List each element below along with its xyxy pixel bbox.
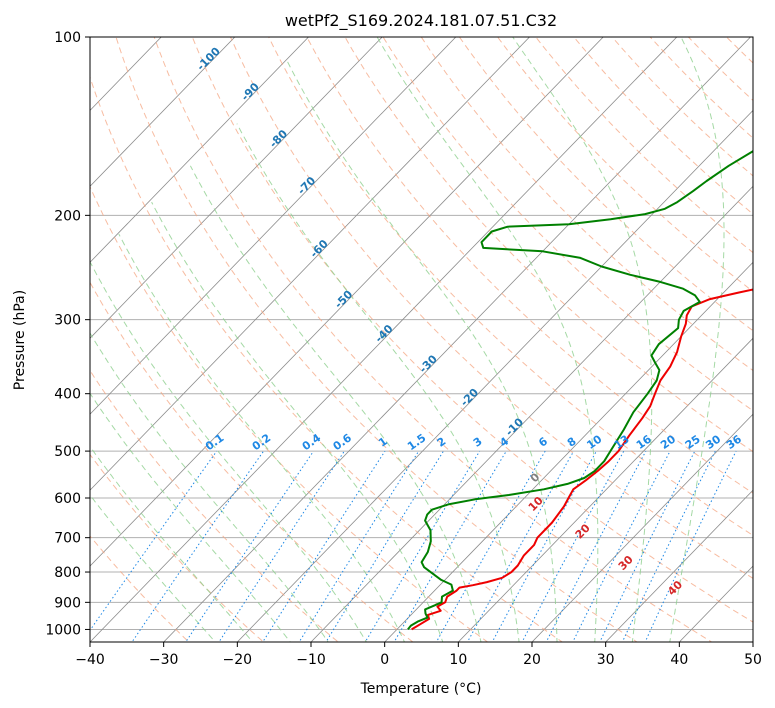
dry-adiabat-line	[229, 37, 753, 579]
y-tick-label: 700	[54, 531, 81, 547]
isotherm-line	[90, 37, 531, 491]
moist-adiabat-line	[90, 262, 367, 642]
moist-adiabat-line	[90, 332, 329, 642]
dry-adiabat-line	[382, 37, 753, 412]
moist-adiabat-line	[189, 165, 482, 642]
isotherm-line	[384, 261, 753, 642]
mixing-ratio-line	[131, 450, 265, 642]
dry-adiabat-line	[90, 535, 190, 642]
mixing-ratio-line	[491, 450, 597, 642]
mixing-ratio-line	[298, 450, 420, 642]
x-tick-label: 40	[670, 652, 688, 668]
y-tick-label: 800	[54, 565, 81, 581]
dry-adiabat-line	[90, 185, 489, 642]
moist-adiabat-line	[376, 37, 599, 642]
axis-ticks: −40 −30 −20 −10 0 10 20 30 40 50 100 200 300 400 500 60…	[45, 30, 762, 668]
y-tick-label: 200	[54, 208, 81, 224]
mixing-ratio-line	[435, 450, 546, 642]
plot-background	[90, 37, 753, 642]
moist-adiabat-line	[286, 61, 558, 642]
mixing-ratio-line	[90, 450, 218, 632]
mixing-ratio-line	[364, 450, 481, 642]
isotherm-line	[457, 337, 753, 642]
x-tick-label: 30	[597, 652, 615, 668]
isotherm-line	[90, 37, 236, 187]
isotherm-line	[90, 37, 604, 567]
isotherm-line	[90, 37, 457, 415]
temperature-profile-line	[411, 288, 753, 631]
mixing-ratio-line	[466, 450, 575, 642]
isotherm-line	[531, 413, 753, 642]
mixing-ratio-line	[621, 450, 716, 642]
moist-adiabat-line	[90, 392, 291, 642]
moist-adiabat-line	[118, 233, 406, 642]
plot-frame	[89, 36, 754, 643]
isotherm-line	[90, 37, 678, 642]
isotherm-line	[90, 37, 310, 263]
x-tick-label: −10	[296, 652, 326, 668]
mixing-ratio-line	[644, 450, 737, 642]
y-tick-label: 600	[54, 491, 81, 507]
data-layer	[407, 150, 753, 631]
y-tick-label: 100	[54, 30, 81, 46]
x-tick-label: 50	[744, 652, 762, 668]
x-tick-label: 10	[449, 652, 467, 668]
moist-adiabat-line	[669, 37, 725, 642]
x-tick-label: −20	[223, 652, 253, 668]
mixing-ratio-line	[325, 450, 444, 642]
mixing-ratio-line	[218, 450, 345, 642]
dry-adiabat-line	[153, 37, 713, 642]
moist-adiabat-line	[151, 201, 444, 642]
moist-adiabat-line	[512, 37, 653, 642]
isotherm-line	[605, 489, 753, 642]
moist-adiabat-line	[90, 445, 254, 642]
isotherm-line	[310, 185, 753, 642]
mixing-ratio-line	[262, 450, 386, 642]
y-tick-label: 1000	[45, 622, 81, 638]
y-tick-label: 300	[54, 313, 81, 329]
mixing-ratio-line	[521, 450, 625, 642]
dry-adiabat-line	[115, 37, 638, 642]
isotherm-line	[90, 37, 383, 339]
dry-adiabat-line	[344, 37, 753, 453]
x-tick-label: −40	[75, 652, 105, 668]
grid-layer	[90, 37, 753, 642]
mixing-ratio-line	[185, 450, 314, 642]
y-tick-label: 500	[54, 444, 81, 460]
x-tick-label: −30	[149, 652, 179, 668]
dry-adiabat-line	[90, 369, 340, 642]
background-lines	[90, 37, 753, 642]
dry-adiabat-line	[496, 37, 753, 293]
x-tick-label: 20	[523, 652, 541, 668]
chart-title: wetPf2_S169.2024.181.07.51.C32	[285, 11, 557, 31]
dry-adiabat-line	[306, 37, 753, 494]
y-tick-label: 900	[54, 595, 81, 611]
dry-adiabat-line	[90, 75, 564, 642]
y-axis-label: Pressure (hPa)	[12, 290, 28, 390]
x-axis-label: Temperature (°C)	[360, 681, 482, 697]
dry-adiabat-line	[268, 37, 753, 536]
dry-adiabat-line	[90, 453, 265, 642]
moist-adiabat-line	[236, 123, 520, 642]
x-tick-label: 0	[380, 652, 389, 668]
y-tick-label: 400	[54, 387, 81, 403]
isotherm-line	[163, 37, 752, 642]
dewpoint-profile-line	[407, 150, 753, 631]
isotherm-line	[236, 109, 753, 642]
